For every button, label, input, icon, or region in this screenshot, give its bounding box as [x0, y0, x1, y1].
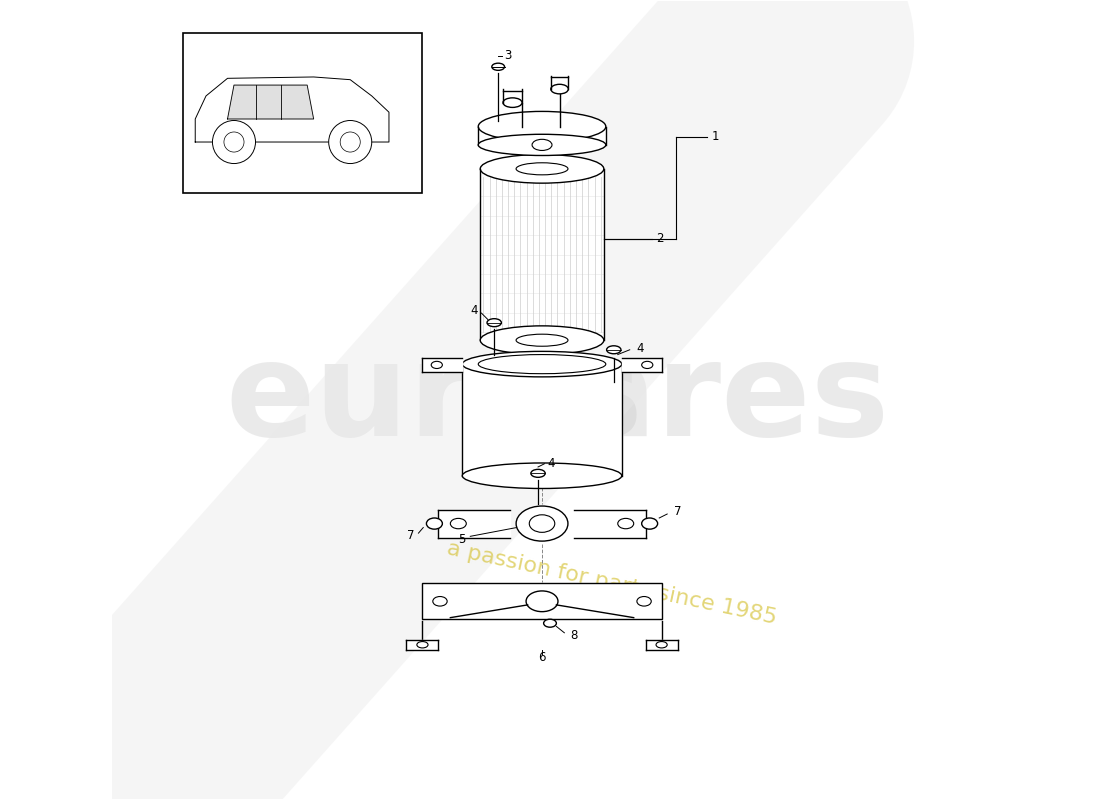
- Ellipse shape: [641, 362, 652, 369]
- Polygon shape: [551, 77, 569, 89]
- Ellipse shape: [492, 63, 505, 70]
- Ellipse shape: [431, 362, 442, 369]
- Ellipse shape: [450, 518, 466, 529]
- Polygon shape: [195, 77, 389, 142]
- Ellipse shape: [543, 619, 557, 627]
- Polygon shape: [481, 169, 604, 340]
- Ellipse shape: [481, 154, 604, 183]
- Text: 4: 4: [471, 304, 478, 318]
- Polygon shape: [478, 126, 606, 145]
- Ellipse shape: [529, 515, 554, 532]
- Text: a passion for parts since 1985: a passion for parts since 1985: [444, 538, 778, 628]
- Text: 6: 6: [538, 651, 546, 664]
- Ellipse shape: [618, 518, 634, 529]
- Polygon shape: [462, 364, 622, 476]
- Ellipse shape: [487, 318, 502, 326]
- Text: 5: 5: [459, 533, 466, 546]
- Ellipse shape: [516, 162, 568, 175]
- Ellipse shape: [224, 132, 244, 152]
- Polygon shape: [574, 510, 646, 538]
- Polygon shape: [646, 640, 678, 650]
- Ellipse shape: [212, 121, 255, 163]
- Polygon shape: [407, 640, 439, 650]
- Ellipse shape: [478, 354, 606, 374]
- Ellipse shape: [478, 111, 606, 142]
- Ellipse shape: [531, 470, 546, 478]
- Text: 7: 7: [407, 529, 415, 542]
- Ellipse shape: [516, 506, 568, 541]
- Text: 8: 8: [570, 630, 578, 642]
- Ellipse shape: [340, 132, 361, 152]
- Ellipse shape: [329, 121, 372, 163]
- Text: 4: 4: [548, 458, 556, 470]
- Ellipse shape: [526, 591, 558, 612]
- Ellipse shape: [462, 463, 622, 489]
- Text: euros: euros: [226, 337, 644, 463]
- Bar: [422, 583, 661, 619]
- Ellipse shape: [503, 98, 522, 107]
- Ellipse shape: [516, 334, 568, 346]
- Ellipse shape: [478, 134, 606, 155]
- Text: ares: ares: [568, 337, 890, 463]
- Ellipse shape: [462, 351, 622, 377]
- Polygon shape: [422, 358, 462, 372]
- Ellipse shape: [637, 597, 651, 606]
- Ellipse shape: [551, 84, 569, 94]
- Ellipse shape: [641, 518, 658, 529]
- Ellipse shape: [427, 518, 442, 529]
- Polygon shape: [439, 510, 510, 538]
- Text: 3: 3: [505, 49, 512, 62]
- Polygon shape: [228, 85, 314, 119]
- Text: 2: 2: [656, 232, 663, 245]
- Bar: [184, 34, 422, 193]
- Ellipse shape: [656, 642, 668, 648]
- Ellipse shape: [532, 139, 552, 150]
- Polygon shape: [503, 91, 522, 102]
- Ellipse shape: [481, 326, 604, 354]
- Polygon shape: [621, 358, 661, 372]
- Ellipse shape: [606, 346, 621, 354]
- Text: 4: 4: [636, 342, 644, 354]
- Ellipse shape: [417, 642, 428, 648]
- Text: 1: 1: [712, 130, 719, 143]
- Text: 7: 7: [673, 505, 681, 518]
- Ellipse shape: [432, 597, 448, 606]
